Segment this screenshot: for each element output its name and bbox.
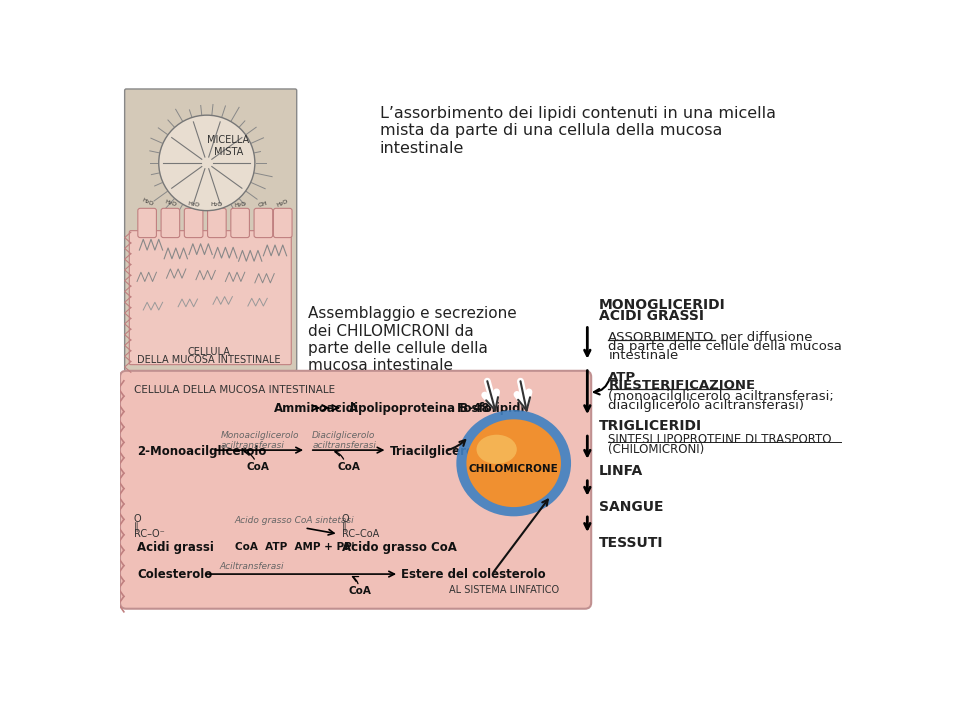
Circle shape xyxy=(158,115,254,211)
Text: H₂O: H₂O xyxy=(140,198,154,207)
Text: Acido grasso CoA: Acido grasso CoA xyxy=(342,541,457,554)
Text: TESSUTI: TESSUTI xyxy=(599,536,663,550)
Text: H₂O: H₂O xyxy=(164,199,177,207)
Text: MONOGLICERIDI: MONOGLICERIDI xyxy=(599,298,726,312)
Text: DELLA MUCOSA INTESTINALE: DELLA MUCOSA INTESTINALE xyxy=(137,355,281,365)
Text: OH: OH xyxy=(258,200,269,207)
Text: RIESTERIFICAZIONE: RIESTERIFICAZIONE xyxy=(609,380,756,392)
FancyBboxPatch shape xyxy=(125,89,297,370)
Text: CoA: CoA xyxy=(337,462,360,472)
Text: Acido grasso CoA sintetasi: Acido grasso CoA sintetasi xyxy=(234,516,354,525)
Text: TRIGLICERIDI: TRIGLICERIDI xyxy=(599,419,702,433)
Text: intestinale: intestinale xyxy=(609,349,679,362)
Ellipse shape xyxy=(456,410,571,516)
FancyBboxPatch shape xyxy=(207,208,227,238)
Text: H₂O: H₂O xyxy=(233,201,247,207)
FancyBboxPatch shape xyxy=(184,208,203,238)
Text: Colesterolo: Colesterolo xyxy=(137,568,212,581)
Text: Fosfolipidi: Fosfolipidi xyxy=(457,402,526,415)
FancyBboxPatch shape xyxy=(254,208,273,238)
Text: Amminoacidi: Amminoacidi xyxy=(274,402,359,415)
Text: CHILOMICRONE: CHILOMICRONE xyxy=(468,465,559,475)
Text: CELLULA DELLA MUCOSA INTESTINALE: CELLULA DELLA MUCOSA INTESTINALE xyxy=(134,385,335,394)
Text: CoA: CoA xyxy=(247,462,270,472)
Text: da parte delle cellule della mucosa: da parte delle cellule della mucosa xyxy=(609,340,842,353)
Text: 2-Monoacilglicerolo: 2-Monoacilglicerolo xyxy=(137,445,267,458)
Text: AL SISTEMA LINFATICO: AL SISTEMA LINFATICO xyxy=(449,585,560,595)
Ellipse shape xyxy=(467,419,561,507)
Text: Aciltransferasi: Aciltransferasi xyxy=(219,562,284,571)
Text: ATP: ATP xyxy=(609,370,636,384)
Text: SINTESI LIPOPROTEINE DI TRASPORTO: SINTESI LIPOPROTEINE DI TRASPORTO xyxy=(609,433,831,446)
Text: Apolipoproteina B-48: Apolipoproteina B-48 xyxy=(348,402,490,415)
Text: SANGUE: SANGUE xyxy=(599,500,663,514)
FancyBboxPatch shape xyxy=(161,208,180,238)
Text: per diffusione: per diffusione xyxy=(716,330,812,344)
FancyBboxPatch shape xyxy=(274,208,292,238)
Text: ASSORBIMENTO: ASSORBIMENTO xyxy=(609,330,714,344)
Text: Assemblaggio e secrezione
dei CHILOMICRONI da
parte delle cellule della
mucosa i: Assemblaggio e secrezione dei CHILOMICRO… xyxy=(307,306,516,373)
FancyBboxPatch shape xyxy=(138,208,156,238)
Text: CELLULA: CELLULA xyxy=(188,347,230,357)
Text: Estere del colesterolo: Estere del colesterolo xyxy=(400,568,545,581)
Text: ∥: ∥ xyxy=(342,522,347,531)
Text: (CHILOMICRONI): (CHILOMICRONI) xyxy=(609,443,705,456)
Text: Triacilglicerolo: Triacilglicerolo xyxy=(390,445,487,458)
Text: MICELLA
MISTA: MICELLA MISTA xyxy=(207,135,250,157)
Text: L’assorbimento dei lipidi contenuti in una micella
mista da parte di una cellula: L’assorbimento dei lipidi contenuti in u… xyxy=(379,106,776,156)
Text: diacilglicerolo aciltransferasi): diacilglicerolo aciltransferasi) xyxy=(609,399,804,412)
Text: CoA  ATP  AMP + PPᴵ: CoA ATP AMP + PPᴵ xyxy=(234,542,354,552)
Text: RC–O⁻: RC–O⁻ xyxy=(134,529,165,538)
Text: H₂O: H₂O xyxy=(276,198,289,207)
Text: Diacilglicerolo
aciltransferasi: Diacilglicerolo aciltransferasi xyxy=(312,431,376,450)
Text: ∥: ∥ xyxy=(134,522,139,531)
Text: CoA: CoA xyxy=(348,586,372,596)
Text: RC–CoA: RC–CoA xyxy=(342,529,379,538)
Text: Acidi grassi: Acidi grassi xyxy=(137,541,214,554)
Text: Monoacilglicerolo
aciltransferasi: Monoacilglicerolo aciltransferasi xyxy=(221,431,300,450)
Text: LINFA: LINFA xyxy=(599,464,643,478)
Text: O: O xyxy=(134,514,141,524)
Text: H₄O: H₄O xyxy=(187,200,200,207)
Text: H₂O: H₂O xyxy=(210,202,223,207)
Text: ACIDI GRASSI: ACIDI GRASSI xyxy=(599,309,704,323)
Ellipse shape xyxy=(476,434,516,464)
FancyBboxPatch shape xyxy=(130,231,291,365)
FancyBboxPatch shape xyxy=(230,208,250,238)
FancyBboxPatch shape xyxy=(120,370,591,609)
Text: O: O xyxy=(342,514,349,524)
Text: (monoacilglicerolo aciltransferasi;: (monoacilglicerolo aciltransferasi; xyxy=(609,390,834,403)
